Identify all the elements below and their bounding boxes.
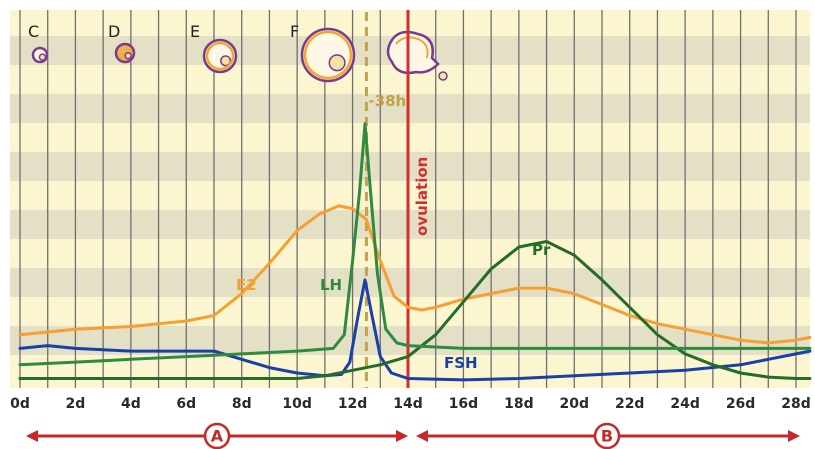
- ruptured-follicle-icon: [386, 30, 440, 75]
- series-line-pr: [18, 240, 812, 380]
- series-label-lh: LH: [320, 276, 342, 294]
- follicle-inner-icon: [303, 30, 353, 80]
- follicle-stage-label: F: [290, 22, 299, 41]
- x-tick-label: 0d: [10, 396, 30, 412]
- follicle-stage-label: D: [108, 22, 120, 41]
- follicle-stage-label: C: [28, 22, 39, 41]
- oocyte-icon: [328, 54, 346, 72]
- follicle-stage-d: D: [108, 22, 136, 64]
- x-tick-label: 6d: [176, 396, 196, 412]
- series-label-fsh: FSH: [444, 354, 478, 372]
- series-line-fsh: [18, 278, 812, 382]
- x-tick-label: 8d: [232, 396, 252, 412]
- lh-peak-label: -38h: [368, 92, 406, 110]
- x-axis-band: [10, 388, 810, 410]
- x-tick-label: 4d: [121, 396, 141, 412]
- grid-band: [10, 210, 810, 239]
- x-tick-label: 14d: [393, 396, 423, 412]
- follicle-icon: [114, 42, 136, 64]
- follicle-stage-c: C: [28, 22, 49, 64]
- phase-label: B: [601, 427, 613, 446]
- x-tick-label: 28d: [781, 396, 811, 412]
- grid-band: [10, 268, 810, 297]
- follicle-stage-f: F: [290, 22, 356, 83]
- x-tick-label: 18d: [504, 396, 534, 412]
- follicle-stage-label: E: [190, 22, 200, 41]
- x-tick-label: 26d: [726, 396, 756, 412]
- ovulation-label: ovulation: [413, 157, 431, 236]
- x-tick-label: 12d: [338, 396, 368, 412]
- series-label-pr: Pr: [532, 241, 551, 259]
- cycle-markers: -38h ovulation: [364, 10, 431, 388]
- follicle-inner-icon: [395, 36, 429, 59]
- phase-badge: [203, 422, 231, 449]
- x-tick-label: 10d: [282, 396, 312, 412]
- phase-label: A: [211, 427, 224, 446]
- oocyte-icon: [220, 55, 232, 67]
- phase-a: A: [26, 422, 408, 449]
- phase-b: B: [416, 422, 800, 449]
- grid-band: [10, 152, 810, 181]
- follicle-icon: [300, 27, 356, 83]
- released-oocyte-icon: [438, 71, 448, 81]
- x-tick-label: 20d: [560, 396, 590, 412]
- oocyte-icon: [38, 53, 47, 61]
- x-tick-label: 16d: [449, 396, 479, 412]
- follicle-stage-e: E: [190, 22, 238, 74]
- x-axis: 0d 2d 4d 6d 8d 10d 12d 14d 16d 18d 20d 22d 24d 26d 28d: [10, 388, 811, 412]
- hormone-series: [18, 122, 812, 382]
- series-labels: E2 LH FSH Pr: [236, 241, 551, 372]
- x-tick-label: 24d: [670, 396, 700, 412]
- series-label-e2: E2: [236, 276, 257, 294]
- series-line-lh: [18, 122, 812, 367]
- phase-arrow-left-head: [416, 430, 428, 442]
- series-line-e2: [18, 204, 812, 345]
- follicle-inner-icon: [205, 41, 235, 71]
- phase-arrow-right-head: [396, 430, 408, 442]
- x-tick-label: 2d: [66, 396, 86, 412]
- x-tick-label: 22d: [615, 396, 645, 412]
- follicle-stages: C D E F: [28, 22, 448, 83]
- grid-band: [10, 94, 810, 123]
- phase-arrow-right-head: [788, 430, 800, 442]
- oocyte-icon: [124, 51, 132, 60]
- follicle-stage-ovulating: [386, 30, 448, 81]
- follicle-icon: [202, 38, 238, 74]
- phase-badge: [593, 422, 621, 449]
- phase-arrow-left-head: [26, 430, 38, 442]
